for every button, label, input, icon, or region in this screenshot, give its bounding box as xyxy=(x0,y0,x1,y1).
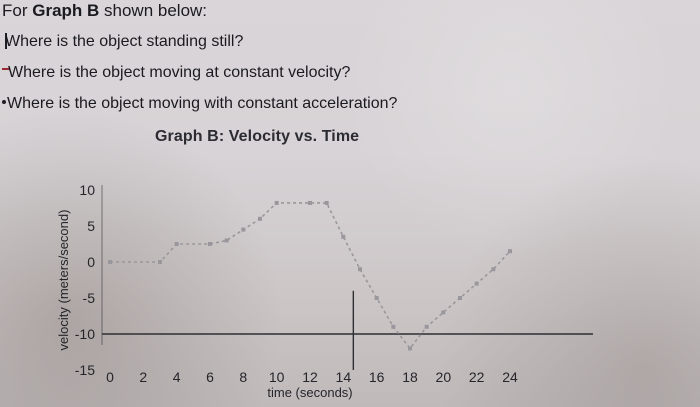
data-point xyxy=(241,227,246,232)
y-tick-label: -15 xyxy=(75,362,95,378)
y-tick-label: -5 xyxy=(83,290,96,306)
x-tick-label: 0 xyxy=(106,369,114,385)
x-axis-label: time (seconds) xyxy=(267,385,352,400)
graph-title: Graph B: Velocity vs. Time xyxy=(155,128,360,145)
data-point xyxy=(408,346,412,351)
x-tick-label: 16 xyxy=(369,369,385,385)
velocity-line xyxy=(110,202,511,350)
intro-text: For Graph B shown below: xyxy=(2,2,207,20)
x-tick-label: 14 xyxy=(336,369,352,385)
data-point xyxy=(424,324,429,329)
y-axis-label: velocity (meters/second) xyxy=(56,210,71,351)
question-1: Where is the object standing still? xyxy=(5,33,244,50)
x-tick-label: 22 xyxy=(469,369,485,385)
data-point xyxy=(474,281,479,286)
y-tick-label: 5 xyxy=(87,218,95,234)
y-tick-label: 0 xyxy=(87,254,95,270)
data-point xyxy=(258,216,262,221)
data-point xyxy=(308,200,312,205)
data-point xyxy=(208,242,212,246)
x-tick-label: 6 xyxy=(206,369,214,385)
question-3: Where is the object moving with constant… xyxy=(7,95,398,112)
data-point xyxy=(358,267,362,272)
x-tick-label: 2 xyxy=(139,369,147,385)
data-point xyxy=(374,296,379,300)
data-point xyxy=(174,242,179,246)
data-point xyxy=(458,296,462,300)
intro-graph-name: Graph B xyxy=(32,1,100,20)
question-2: Where is the object moving at constant v… xyxy=(8,64,351,81)
data-point xyxy=(158,260,162,264)
y-tick-label: 10 xyxy=(79,182,95,198)
intro-prefix: For xyxy=(2,1,33,20)
x-tick-label: 18 xyxy=(402,369,418,385)
data-point xyxy=(491,267,496,272)
data-point xyxy=(508,249,512,254)
data-point xyxy=(391,324,396,329)
x-tick-label: 8 xyxy=(239,369,247,385)
data-point xyxy=(441,310,446,315)
data-point xyxy=(274,200,279,205)
x-tick-label: 20 xyxy=(436,369,452,385)
pen-mark xyxy=(5,33,7,49)
x-tick-label: 24 xyxy=(502,369,518,385)
data-point xyxy=(108,260,112,264)
data-point xyxy=(224,238,229,243)
data-point xyxy=(341,234,346,239)
intro-suffix: shown below: xyxy=(99,1,208,20)
y-tick-label: -10 xyxy=(75,326,95,342)
pen-mark xyxy=(2,68,10,70)
x-tick-label: 12 xyxy=(302,369,318,385)
x-tick-label: 10 xyxy=(269,369,285,385)
pen-mark xyxy=(2,100,6,104)
data-point xyxy=(324,200,329,205)
x-tick-label: 4 xyxy=(173,369,181,385)
